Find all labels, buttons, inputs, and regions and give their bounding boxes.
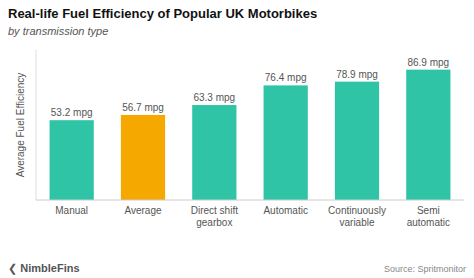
data-label: 63.3 mpg — [193, 92, 235, 103]
x-tick-label-line: variable — [339, 217, 374, 228]
chart: Real-life Fuel Efficiency of Popular UK … — [0, 0, 474, 278]
x-tick-label-line: Semi — [417, 205, 440, 216]
bar — [264, 85, 308, 200]
x-tick-label-line: Direct shift — [191, 205, 238, 216]
x-tick-label: Semiautomatic — [407, 205, 450, 228]
bar — [50, 120, 94, 200]
x-tick-label-line: gearbox — [196, 217, 232, 228]
bar — [335, 82, 379, 200]
chart-container: Real-life Fuel Efficiency of Popular UK … — [0, 0, 474, 278]
x-tick-label: Manual — [55, 205, 88, 216]
x-tick-label: Continuouslyvariable — [328, 205, 386, 228]
x-tick-label: Average — [124, 205, 162, 216]
bar — [121, 115, 165, 200]
bar — [406, 70, 450, 200]
bars — [50, 70, 451, 200]
y-axis-line — [36, 50, 37, 200]
x-axis-line — [36, 200, 464, 201]
x-tick-label-line: Manual — [55, 205, 88, 216]
x-tick-label-line: Automatic — [263, 205, 307, 216]
data-label: 56.7 mpg — [122, 102, 164, 113]
x-tick-label-line: automatic — [407, 217, 450, 228]
x-tick-label: Automatic — [263, 205, 307, 216]
x-tick-label: Direct shiftgearbox — [191, 205, 238, 228]
bar — [192, 105, 236, 200]
data-label: 53.2 mpg — [51, 107, 93, 118]
x-tick-label-line: Average — [124, 205, 162, 216]
data-label: 86.9 mpg — [407, 57, 449, 68]
data-label: 76.4 mpg — [265, 72, 307, 83]
logo-text: ❮ NimbleFins — [8, 262, 80, 275]
title: Real-life Fuel Efficiency of Popular UK … — [8, 6, 317, 21]
subtitle: by transmission type — [8, 25, 108, 37]
data-label: 78.9 mpg — [336, 69, 378, 80]
y-axis-label: Average Fuel Efficiency — [15, 73, 26, 178]
x-tick-label-line: Continuously — [328, 205, 386, 216]
source-note: Source: Spritmonitor — [384, 264, 466, 274]
